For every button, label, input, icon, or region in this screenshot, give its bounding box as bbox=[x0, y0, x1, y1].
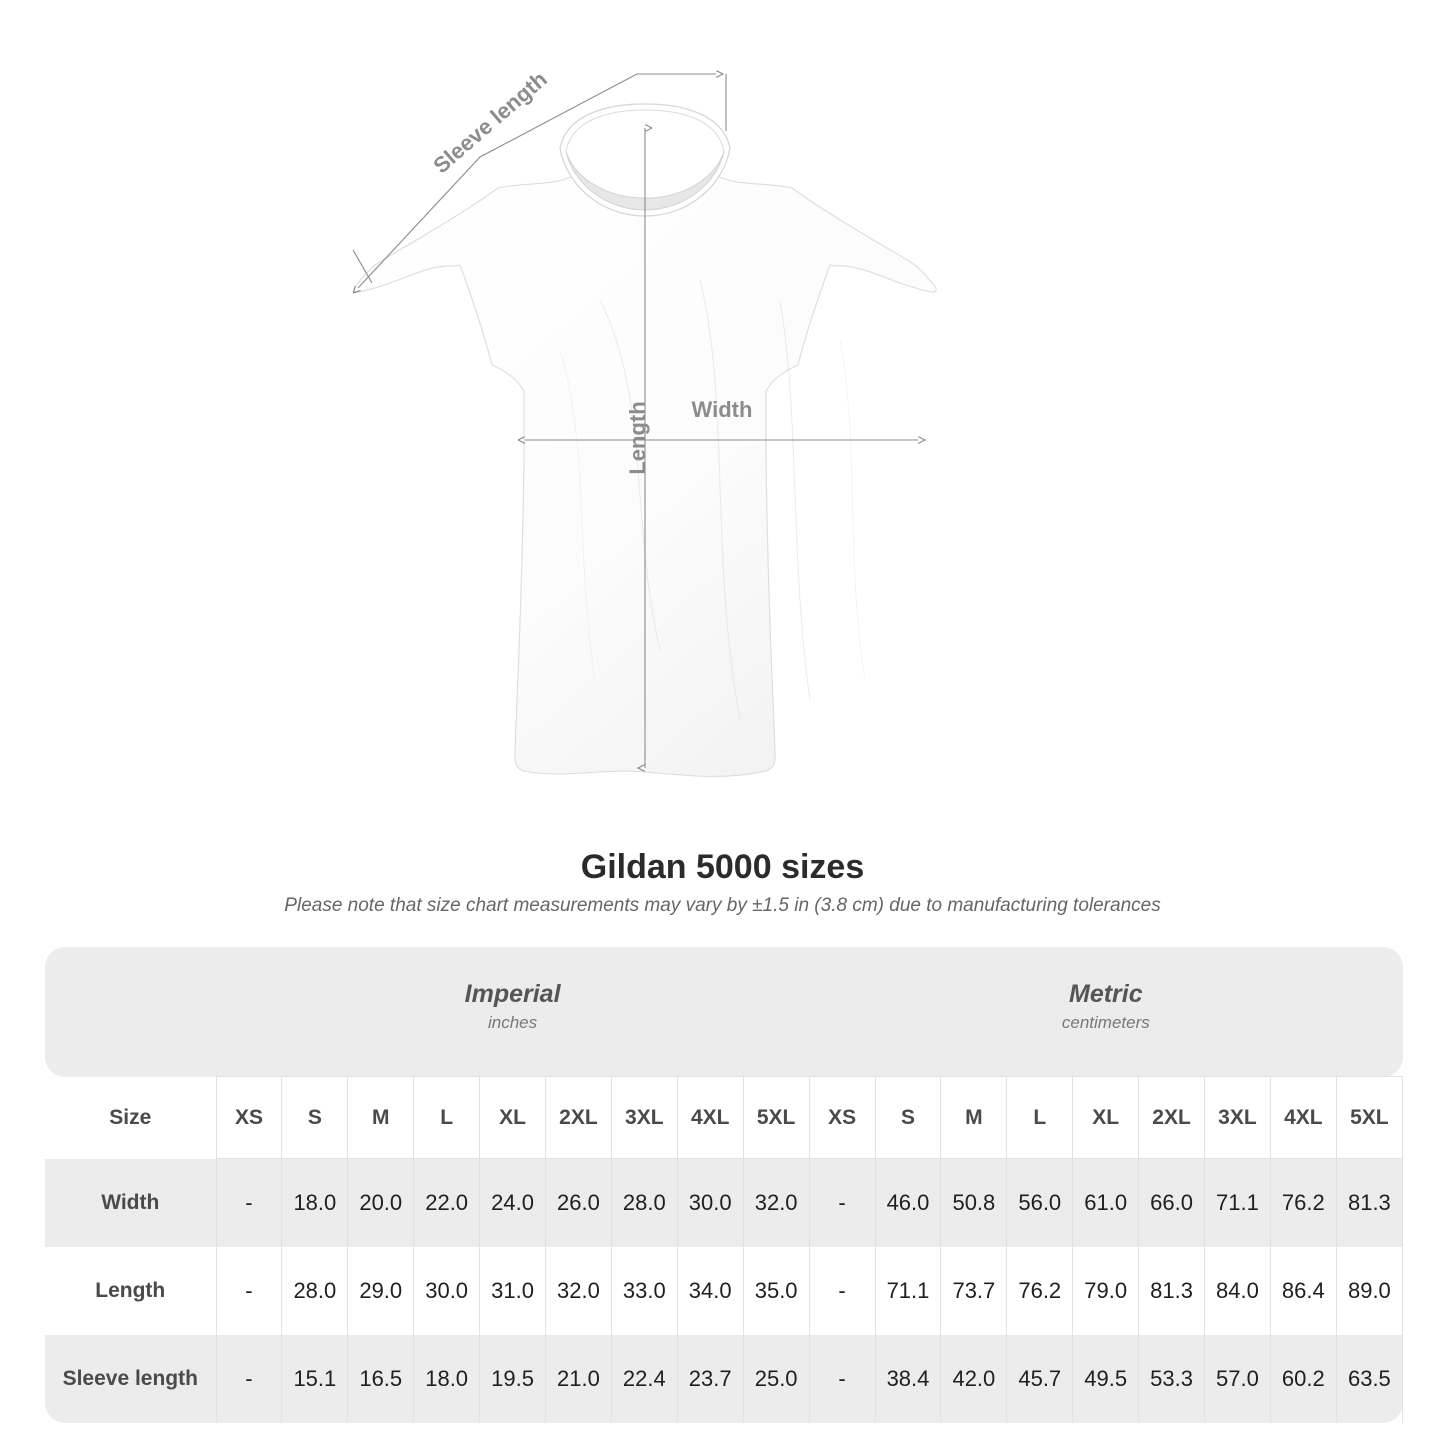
svg-text:Width: Width bbox=[692, 397, 753, 422]
svg-text:Length: Length bbox=[625, 401, 650, 474]
svg-text:Sleeve length: Sleeve length bbox=[428, 66, 551, 178]
